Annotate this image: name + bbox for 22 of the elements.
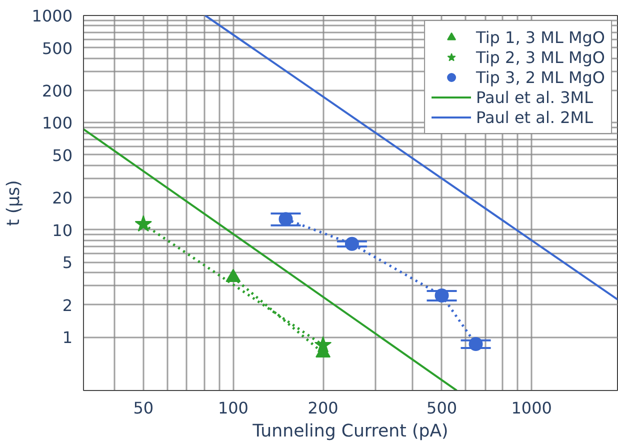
y-tick-label: 200 (42, 81, 73, 100)
legend-label: Tip 2, 3 ML MgO (476, 47, 605, 67)
y-axis-title: t (μs) (4, 180, 24, 226)
x-tick-label: 1000 (511, 398, 552, 418)
y-tick-label: 100 (42, 114, 73, 133)
x-tick-label: 200 (308, 398, 338, 418)
x-tick-label: 50 (133, 398, 154, 418)
x-tick-label: 500 (426, 398, 458, 418)
legend-label: Paul et al. 3ML (476, 87, 593, 107)
x-tick-label: 100 (218, 398, 248, 418)
x-axis-title: Tunneling Current (pA) (252, 422, 448, 442)
y-tick-label: 2 (62, 296, 73, 315)
legend-label: Tip 3, 2 ML MgO (476, 67, 605, 87)
legend-label: Tip 1, 3 ML MgO (476, 27, 605, 47)
y-tick-label: 1 (62, 328, 73, 348)
y-tick-label: 10 (52, 220, 72, 240)
y-tick-label: 500 (42, 38, 73, 58)
y-tick-label: 5 (62, 253, 73, 272)
y-tick-label: 1000 (32, 6, 72, 26)
y-tick-label: 50 (52, 146, 72, 165)
legend-label: Paul et al. 2ML (476, 107, 593, 127)
y-tick-label: 20 (52, 188, 72, 208)
